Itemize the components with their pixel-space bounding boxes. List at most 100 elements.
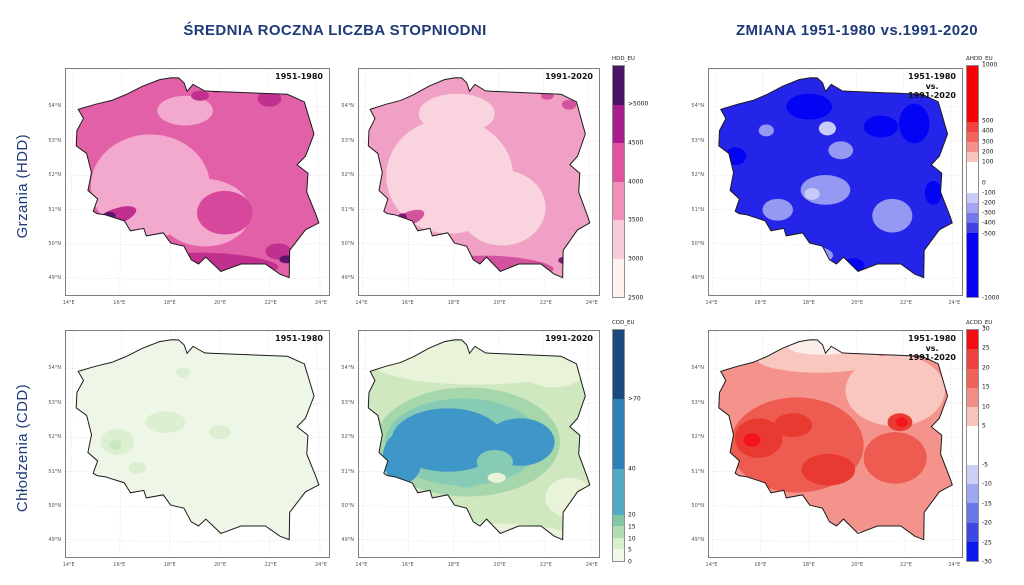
colorbar-segment <box>613 181 624 220</box>
map-frame: 1951-1980 vs. 1991-2020 <box>708 68 963 296</box>
colorbar-segment <box>967 131 978 142</box>
colorbar-segment <box>967 66 978 122</box>
latitude-tick-label: 52°N <box>691 171 704 178</box>
longitude-tick-label: 24°E <box>585 562 598 568</box>
longitude-tick-label: 14°E <box>62 300 75 306</box>
longitude-axis: 14°E 16°E 18°E 20°E 22°E 24°E <box>355 298 600 310</box>
colorbar-tick-label: 15 <box>628 523 636 531</box>
poland-map-hdd-1991 <box>359 69 599 295</box>
longitude-axis: 14°E 16°E 18°E 20°E 22°E 24°E <box>62 298 330 310</box>
layer-mid <box>197 190 253 235</box>
longitude-tick-label: 24°E <box>314 300 327 306</box>
colorbar-title: CDD_EU <box>612 320 635 326</box>
map-frame: 1991-2020 <box>358 68 600 296</box>
longitude-tick-label: 14°E <box>355 562 368 568</box>
colorbar-tick-label: 200 <box>982 148 994 156</box>
map-fill-layers <box>368 77 590 278</box>
colorbar-tick-label: -500 <box>982 230 996 238</box>
colorbar-tick-label: 1000 <box>982 61 998 69</box>
latitude-tick-label: 53°N <box>341 399 354 406</box>
colorbar-segment <box>613 399 624 469</box>
map-fill-layers <box>718 77 953 278</box>
latitude-axis: 54°N 53°N 52°N 51°N 50°N 49°N <box>690 330 706 558</box>
longitude-tick-label: 20°E <box>214 562 227 568</box>
latitude-tick-label: 49°N <box>48 275 61 282</box>
poland-map-cdd-1991 <box>359 331 599 557</box>
period-label: 1951-1980 vs. 1991-2020 <box>908 72 956 101</box>
latitude-tick-label: 51°N <box>48 468 61 475</box>
colorbar-tick-label: -100 <box>982 189 996 197</box>
longitude-tick-label: 20°E <box>214 300 227 306</box>
colorbar-segment <box>613 468 624 515</box>
map-fill-layers <box>76 339 319 540</box>
layer-lighter <box>804 121 836 200</box>
longitude-tick-label: 18°E <box>163 562 176 568</box>
poland-map-hdd-1951 <box>66 69 329 295</box>
longitude-tick-label: 14°E <box>355 300 368 306</box>
period-label: 1991-2020 <box>545 334 593 343</box>
longitude-tick-label: 18°E <box>802 300 815 306</box>
longitude-tick-label: 20°E <box>493 562 506 568</box>
colorbar-gradient <box>612 65 625 298</box>
map-frame: 1991-2020 <box>358 330 600 558</box>
colorbar-tick-label: >5000 <box>628 100 649 108</box>
colorbar-tick-label: 4000 <box>628 178 644 185</box>
longitude-tick-label: 22°E <box>539 562 552 568</box>
colorbar-ticks: >5000 4500 4000 3500 3000 2500 <box>628 65 684 301</box>
latitude-tick-label: 53°N <box>341 137 354 144</box>
latitude-tick-label: 52°N <box>341 171 354 178</box>
colorbar-segment <box>613 526 624 538</box>
map-panel-cdd-1951: 54°N 53°N 52°N 51°N 50°N 49°N 1951-19 <box>47 324 332 572</box>
map-fill-layers <box>76 77 319 278</box>
colorbar-tick-label: -400 <box>982 219 996 227</box>
colorbar-tick-label: 15 <box>982 383 990 391</box>
colorbar-segment <box>967 182 978 193</box>
colorbar-tick-label: -1000 <box>982 294 1000 302</box>
map-fill-layers <box>718 339 953 540</box>
latitude-tick-label: 50°N <box>691 241 704 248</box>
period-label: 1951-1980 vs. 1991-2020 <box>908 334 956 363</box>
longitude-tick-label: 18°E <box>447 300 460 306</box>
colorbar-segment <box>613 330 624 400</box>
colorbar-tick-label: 500 <box>982 117 994 125</box>
colorbar-segment <box>613 220 624 259</box>
longitude-tick-label: 22°E <box>264 300 277 306</box>
colorbar-tick-label: >70 <box>628 395 641 403</box>
layer-spot <box>109 440 122 450</box>
colorbar-segment <box>967 212 978 223</box>
colorbar-gradient <box>966 329 979 562</box>
colorbar-tick-label: 300 <box>982 138 994 146</box>
latitude-tick-label: 51°N <box>341 206 354 213</box>
colorbar-ticks: 30 25 20 15 10 5 -5 -10 -15 -20 -25 -30 <box>982 325 1024 566</box>
latitude-axis: 54°N 53°N 52°N 51°N 50°N 49°N <box>340 330 356 558</box>
map-panel-hdd-1951: 54°N 53°N 52°N 51°N 50°N 49°N <box>47 62 332 310</box>
colorbar-ticks: 1000 500 400 300 200 100 0 -100 -200 -300 -400 -500… <box>982 61 1024 302</box>
longitude-tick-label: 14°E <box>705 562 718 568</box>
row-label-cdd: Chłodzenia (CDD) <box>13 383 31 513</box>
colorbar-segment <box>967 484 978 504</box>
colorbar-segment <box>967 522 978 542</box>
colorbar-segment <box>613 514 624 527</box>
longitude-tick-label: 22°E <box>899 562 912 568</box>
colorbar-tick-label: 25 <box>982 344 990 352</box>
period-label: 1991-2020 <box>545 72 593 81</box>
latitude-tick-label: 52°N <box>691 433 704 440</box>
map-frame: 1951-1980 <box>65 68 330 296</box>
longitude-tick-label: 18°E <box>163 300 176 306</box>
colorbar-segment <box>613 549 624 561</box>
map-panel-cdd-1991: 54°N 53°N 52°N 51°N 50°N 49°N <box>340 324 602 572</box>
colorbar-segment <box>967 426 978 465</box>
colorbar-gradient <box>966 65 979 298</box>
colorbar-body: >5000 4500 4000 3500 3000 2500 <box>612 65 684 302</box>
colorbar-tick-label: 10 <box>628 535 636 543</box>
row-label-hdd: Grzania (HDD) <box>13 133 31 239</box>
colorbar-tick-label: 3000 <box>628 255 644 263</box>
colorbar-tick-label: 5 <box>628 546 632 554</box>
map-fill-layers <box>368 339 590 540</box>
right-section-title: ZMIANA 1951-1980 vs.1991-2020 <box>735 22 979 39</box>
colorbar-title: ΔHDD_EU <box>966 56 993 62</box>
colorbar-body: 1000 500 400 300 200 100 0 -100 -200 -300 -400 -500… <box>966 61 1024 302</box>
colorbar-segment <box>967 503 978 523</box>
colorbar-tick-label: 30 <box>982 325 990 333</box>
colorbar-title: ΔCDD_EU <box>966 320 993 326</box>
